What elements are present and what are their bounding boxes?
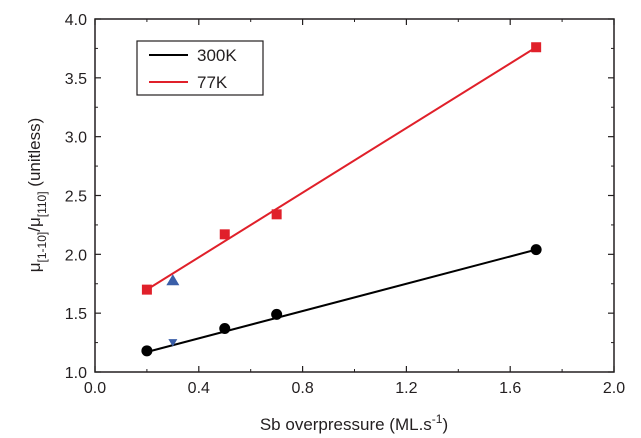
x-tick-label: 1.2 xyxy=(395,380,417,397)
legend-box xyxy=(136,40,264,96)
data-point-77k xyxy=(141,284,152,295)
data-point-300k xyxy=(219,322,231,334)
plot-frame xyxy=(94,18,615,373)
y-tick-label: 3.0 xyxy=(65,130,87,147)
y-tick-label: 1.5 xyxy=(65,306,87,323)
x-tick-label: 0.8 xyxy=(291,380,313,397)
data-point-300k xyxy=(141,345,153,357)
y-tick-label: 1.0 xyxy=(65,365,87,382)
marks-layer xyxy=(141,42,542,357)
data-point-300k xyxy=(271,308,283,320)
y-axis-label: μ[1-10]/μ[110] (unitless) xyxy=(25,118,49,273)
legend-label-77k: 77K xyxy=(197,73,228,92)
data-point-77k xyxy=(219,229,230,240)
data-point-triangle-up xyxy=(166,274,180,286)
y-tick-label: 3.5 xyxy=(65,71,87,88)
fit-layer xyxy=(146,46,537,353)
data-point-triangle-down xyxy=(168,339,178,347)
y-tick-label: 2.5 xyxy=(65,189,87,206)
data-point-77k xyxy=(531,42,542,53)
x-tick-label: 0.4 xyxy=(188,380,210,397)
y-tick-label: 4.0 xyxy=(65,12,87,29)
fit-line-300k xyxy=(146,248,537,353)
fit-line-77k xyxy=(146,46,537,291)
data-point-300k xyxy=(530,244,542,256)
legend-label-300k: 300K xyxy=(197,46,237,65)
ticks-layer: 0.0 0.4 0.8 1.2 1.6 2.0 1.0 1.5 2.0 2.5 3.0 3.5 4.0 xyxy=(65,12,625,397)
x-tick-label: 0.0 xyxy=(84,380,106,397)
y-tick-label: 2.0 xyxy=(65,247,87,264)
data-point-77k xyxy=(271,209,282,220)
x-tick-label: 1.6 xyxy=(499,380,521,397)
x-axis-label: Sb overpressure (ML.s-1) xyxy=(260,412,448,434)
x-tick-label: 2.0 xyxy=(603,380,625,397)
legend: 300K 77K xyxy=(136,40,264,96)
